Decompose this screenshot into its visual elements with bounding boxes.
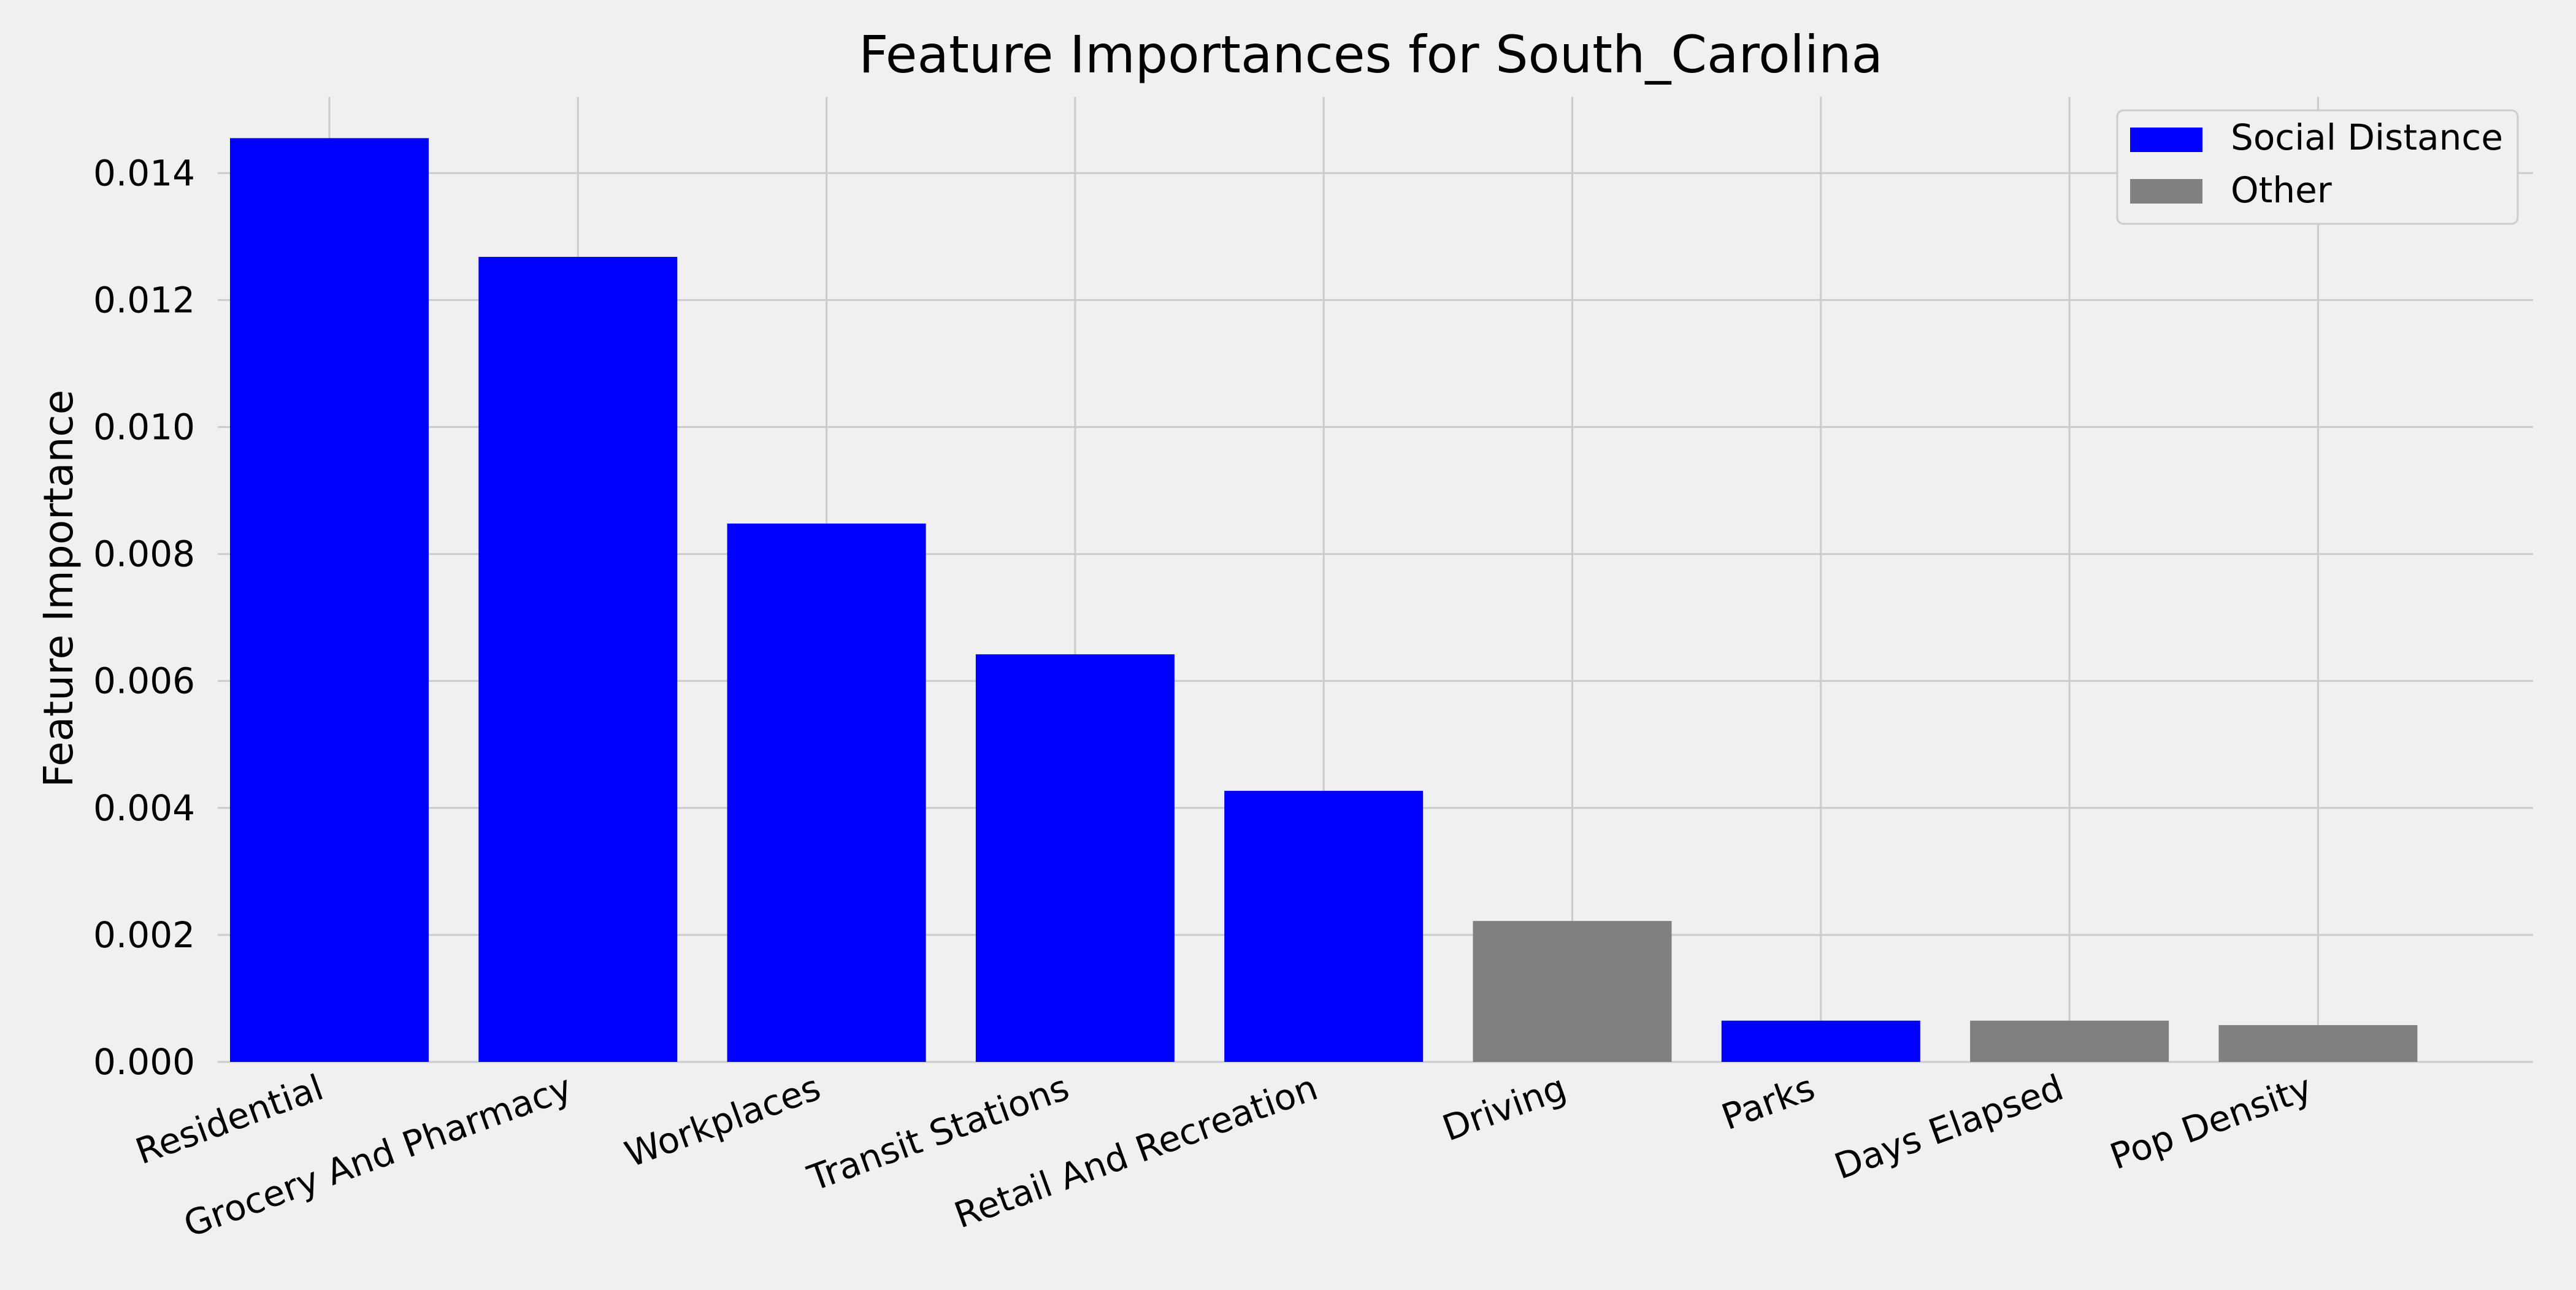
y-tick-label: 0.006 (93, 660, 195, 702)
y-tick-label: 0.012 (93, 279, 195, 321)
y-tick-label: 0.002 (93, 914, 195, 956)
legend-label-social-distance: Social Distance (2231, 116, 2503, 158)
legend-swatch-other (2130, 179, 2202, 204)
bar-residential (230, 138, 429, 1062)
legend-frame (2116, 109, 2519, 225)
legend-label-other: Other (2231, 169, 2332, 211)
y-tick-label: 0.008 (93, 533, 195, 575)
bar-transit-stations (975, 654, 1175, 1062)
chart-title: Feature Importances for South_Carolina (859, 25, 1883, 85)
bar-grocery-and-pharmacy (478, 256, 678, 1062)
legend: Social Distance Other (2116, 109, 2519, 225)
bar-parks (1721, 1020, 1920, 1062)
legend-swatch-social-distance (2130, 128, 2202, 152)
bar-pop-density (2218, 1025, 2418, 1062)
y-tick-label: 0.000 (93, 1041, 195, 1083)
bar-workplaces (727, 523, 926, 1062)
y-tick-label: 0.014 (93, 152, 195, 194)
bar-driving (1473, 921, 1672, 1062)
y-tick-labels: 0.000 0.002 0.004 0.006 0.008 0.010 0.012 0.014 (93, 152, 195, 1083)
y-tick-label: 0.010 (93, 406, 195, 448)
bars (230, 138, 2418, 1062)
y-axis-label: Feature Importance (35, 390, 82, 788)
bar-days-elapsed (1970, 1020, 2169, 1062)
bar-retail-and-recreation (1224, 790, 1424, 1062)
y-tick-label: 0.004 (93, 787, 195, 829)
